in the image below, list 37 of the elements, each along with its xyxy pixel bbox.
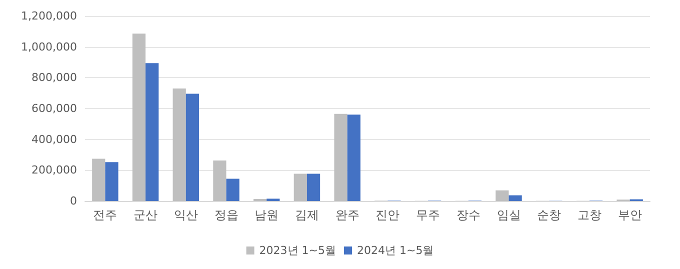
y-tick-label: 1,000,000 bbox=[21, 40, 77, 54]
bar bbox=[132, 34, 146, 201]
y-tick-label: 800,000 bbox=[32, 71, 77, 84]
bar bbox=[508, 195, 522, 201]
bar bbox=[306, 174, 320, 201]
x-tick-label: 전주 bbox=[93, 208, 118, 222]
y-tick-label: 200,000 bbox=[32, 164, 77, 177]
bar bbox=[294, 174, 307, 201]
bar bbox=[172, 88, 186, 201]
bar bbox=[92, 158, 106, 201]
x-tick-label: 익산 bbox=[174, 208, 198, 222]
x-tick-label: 장수 bbox=[456, 208, 480, 222]
x-tick-label: 완주 bbox=[335, 208, 360, 222]
x-tick-label: 정읍 bbox=[214, 208, 238, 222]
x-tick-label: 부안 bbox=[618, 208, 642, 222]
x-tick-label: 김제 bbox=[294, 208, 319, 222]
x-tick-label: 임실 bbox=[496, 208, 521, 222]
bar bbox=[105, 162, 118, 201]
x-tick-label: 순창 bbox=[537, 208, 562, 222]
y-tick-label: 1,200,000 bbox=[21, 10, 77, 22]
legend-label: 2024년 1~5월 bbox=[357, 244, 434, 257]
y-tick-label: 400,000 bbox=[32, 132, 77, 146]
x-tick-label: 군산 bbox=[134, 208, 158, 222]
y-tick-label: 600,000 bbox=[32, 102, 77, 115]
x-tick-label: 무주 bbox=[416, 208, 440, 222]
bar bbox=[334, 114, 348, 201]
bar bbox=[146, 63, 159, 201]
x-tick-label: 남원 bbox=[254, 208, 279, 222]
y-tick-label: 0 bbox=[70, 194, 77, 208]
bar bbox=[226, 178, 240, 201]
x-tick-label: 고창 bbox=[577, 208, 602, 222]
bar bbox=[496, 190, 509, 201]
bar bbox=[347, 114, 360, 201]
legend-label: 2023년 1~5월 bbox=[259, 244, 336, 257]
bar bbox=[213, 160, 226, 201]
bar bbox=[186, 94, 200, 201]
x-tick-label: 진안 bbox=[376, 208, 400, 222]
